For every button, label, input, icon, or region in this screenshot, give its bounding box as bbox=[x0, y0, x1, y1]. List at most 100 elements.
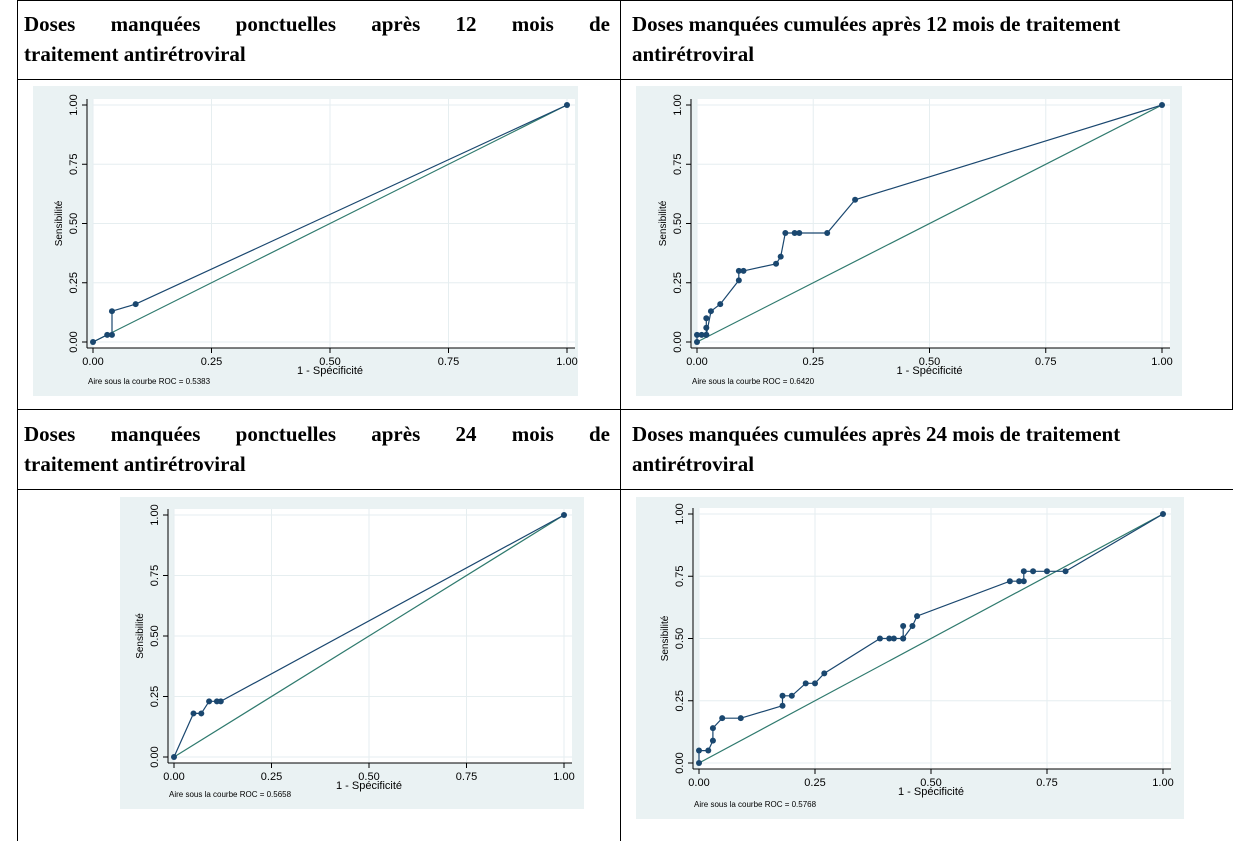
table-border-row3 bbox=[17, 489, 1233, 490]
roc-point bbox=[890, 635, 897, 642]
roc-point bbox=[705, 747, 712, 754]
cell-title-3: Doses manquées ponctuelles après 24 mois… bbox=[24, 419, 610, 479]
roc-point bbox=[1062, 568, 1069, 575]
y-tick-label: 0.75 bbox=[68, 154, 80, 175]
roc-point bbox=[779, 702, 786, 709]
roc-point bbox=[1020, 568, 1027, 575]
roc-point bbox=[703, 324, 710, 331]
roc-point bbox=[782, 229, 789, 236]
table-border-row2 bbox=[17, 409, 1233, 410]
x-tick-label: 0.75 bbox=[456, 771, 477, 783]
roc-point bbox=[1160, 511, 1166, 517]
roc-chart-1-svg: 0.00 0.25 0.50 0.75 1.00 0.00 0.25 0.50 0.75 1.00… bbox=[33, 86, 578, 396]
cell-title-1-line2: traitement antirétroviral bbox=[24, 42, 246, 66]
roc-point bbox=[852, 196, 859, 203]
y-axis-title: Sensibilité bbox=[660, 615, 671, 661]
roc-point bbox=[108, 331, 115, 338]
y-tick-label: 0.00 bbox=[674, 752, 686, 773]
x-axis-title: 1 - Spécificité bbox=[896, 365, 962, 377]
roc-point bbox=[773, 260, 780, 267]
roc-point bbox=[788, 692, 795, 699]
roc-point bbox=[777, 253, 784, 260]
roc-point bbox=[709, 737, 716, 744]
table-border-right bbox=[1232, 0, 1233, 410]
roc-point bbox=[206, 698, 213, 705]
roc-point bbox=[824, 229, 831, 236]
roc-point bbox=[876, 635, 883, 642]
roc-point bbox=[698, 331, 705, 338]
table-border-row1 bbox=[17, 79, 1233, 80]
cell-title-3-line1: Doses manquées ponctuelles après 24 mois… bbox=[24, 422, 610, 446]
x-tick-label: 1.00 bbox=[556, 356, 577, 368]
roc-point bbox=[1006, 578, 1013, 585]
roc-chart-2: 0.00 0.25 0.50 0.75 1.00 0.00 0.25 0.50 0.75 1.00… bbox=[636, 86, 1182, 396]
roc-chart-3-svg: 0.00 0.25 0.50 0.75 1.00 0.00 0.25 0.50 0.75 1.00… bbox=[120, 497, 584, 809]
cell-title-2-line1: Doses manquées cumulées après 12 mois de… bbox=[632, 12, 1121, 36]
x-tick-label: 0.25 bbox=[803, 356, 824, 368]
roc-chart-3: 0.00 0.25 0.50 0.75 1.00 0.00 0.25 0.50 0.75 1.00… bbox=[120, 497, 584, 809]
roc-point bbox=[1159, 102, 1165, 108]
roc-chart-4: 0.00 0.25 0.50 0.75 1.00 0.00 0.25 0.50 0.75 1.00… bbox=[636, 497, 1184, 819]
cell-title-2-line2: antirétroviral bbox=[632, 42, 755, 66]
x-axis-title: 1 - Spécificité bbox=[336, 780, 402, 792]
y-tick-label: 0.50 bbox=[672, 213, 684, 234]
roc-point bbox=[1020, 578, 1027, 585]
roc-point bbox=[561, 512, 567, 518]
y-tick-label: 1.00 bbox=[149, 504, 161, 525]
roc-point bbox=[737, 715, 744, 722]
roc-point bbox=[132, 301, 139, 308]
y-tick-label: 1.00 bbox=[68, 94, 80, 115]
roc-point bbox=[90, 339, 96, 345]
x-tick-label: 0.75 bbox=[1035, 356, 1056, 368]
x-tick-label: 1.00 bbox=[1151, 356, 1172, 368]
roc-point bbox=[217, 698, 224, 705]
roc-point bbox=[719, 715, 726, 722]
y-tick-label: 0.25 bbox=[674, 690, 686, 711]
roc-point bbox=[198, 710, 205, 717]
y-tick-label: 0.50 bbox=[68, 213, 80, 234]
cell-title-1: Doses manquées ponctuelles après 12 mois… bbox=[24, 9, 610, 69]
x-tick-label: 1.00 bbox=[1152, 777, 1173, 789]
roc-point bbox=[802, 680, 809, 687]
table-border-top bbox=[17, 0, 1233, 1]
roc-point bbox=[909, 623, 916, 630]
table-border-middle bbox=[620, 0, 621, 841]
y-tick-label: 1.00 bbox=[672, 94, 684, 115]
roc-point bbox=[796, 229, 803, 236]
y-tick-label: 0.00 bbox=[672, 331, 684, 352]
cell-title-4-line1: Doses manquées cumulées après 24 mois de… bbox=[632, 422, 1121, 446]
y-tick-label: 0.25 bbox=[149, 686, 161, 707]
roc-point bbox=[694, 331, 700, 338]
x-tick-label: 0.50 bbox=[920, 777, 941, 789]
table-border-left bbox=[17, 0, 18, 841]
x-tick-label: 0.25 bbox=[201, 356, 222, 368]
x-tick-label: 1.00 bbox=[553, 771, 574, 783]
roc-point bbox=[1030, 568, 1037, 575]
y-axis-title: Sensibilité bbox=[658, 200, 669, 246]
roc-point bbox=[696, 747, 702, 754]
x-tick-label: 0.00 bbox=[82, 356, 103, 368]
auc-note: Aire sous la courbe ROC = 0.5383 bbox=[88, 377, 211, 386]
cell-title-4-line2: antirétroviral bbox=[632, 452, 755, 476]
reference-line bbox=[696, 104, 1163, 343]
roc-point bbox=[812, 680, 818, 687]
roc-point bbox=[821, 670, 828, 677]
roc-point bbox=[735, 267, 742, 274]
x-tick-label: 0.75 bbox=[1036, 777, 1057, 789]
roc-point bbox=[694, 339, 700, 345]
reference-line bbox=[698, 513, 1164, 764]
roc-point bbox=[104, 331, 111, 338]
y-tick-label: 0.50 bbox=[149, 625, 161, 646]
y-tick-label: 0.75 bbox=[149, 565, 161, 586]
cell-title-1-line1: Doses manquées ponctuelles après 12 mois… bbox=[24, 12, 610, 36]
roc-point bbox=[735, 277, 742, 284]
y-axis-title: Sensibilité bbox=[54, 200, 65, 246]
reference-line bbox=[92, 104, 568, 343]
y-tick-label: 0.75 bbox=[672, 154, 684, 175]
x-tick-label: 0.25 bbox=[804, 777, 825, 789]
roc-point bbox=[900, 623, 907, 630]
y-tick-label: 1.00 bbox=[674, 503, 686, 524]
roc-chart-4-svg: 0.00 0.25 0.50 0.75 1.00 0.00 0.25 0.50 0.75 1.00… bbox=[636, 497, 1184, 819]
y-tick-label: 0.00 bbox=[149, 746, 161, 767]
